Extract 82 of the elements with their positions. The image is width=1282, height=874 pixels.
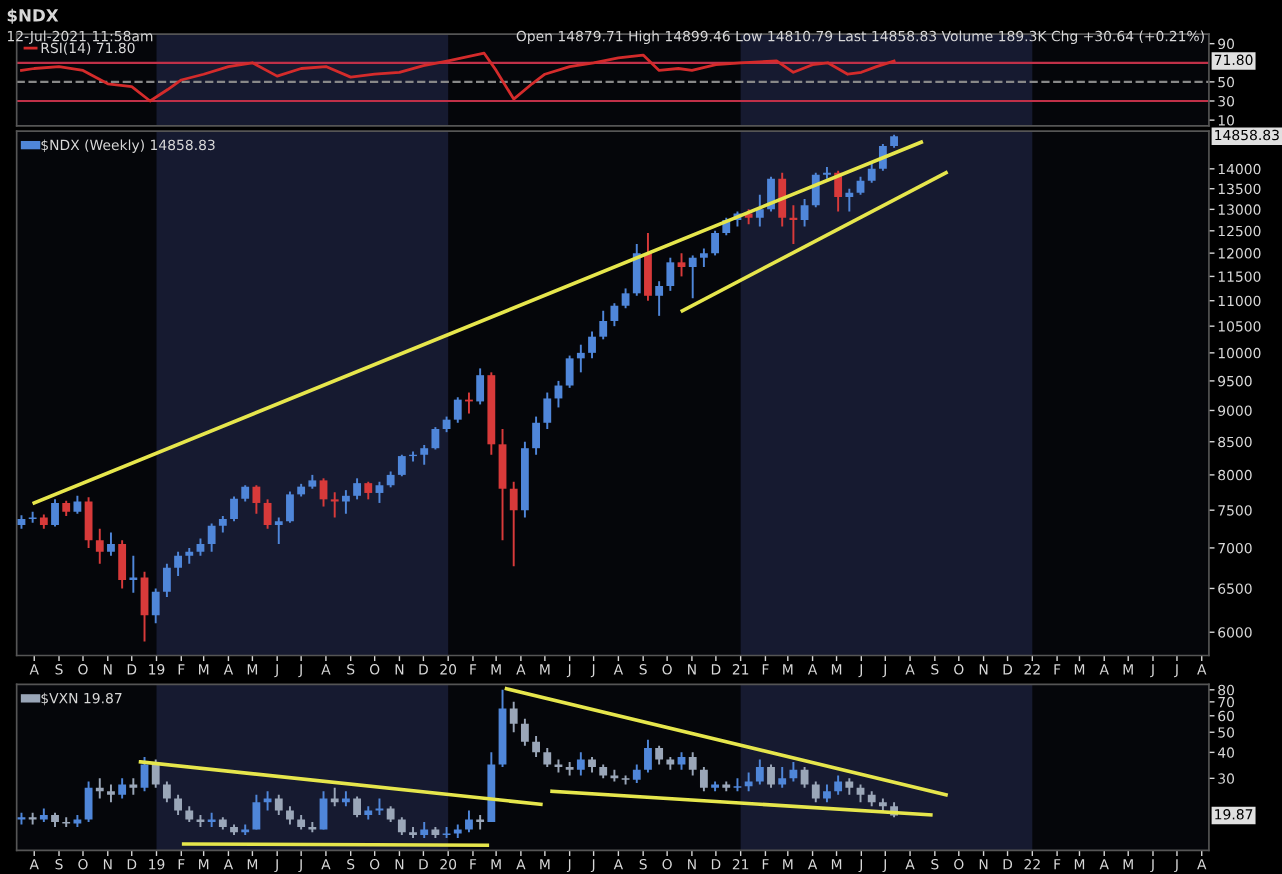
candlestick bbox=[397, 453, 406, 478]
candlestick bbox=[778, 766, 787, 789]
candlestick bbox=[632, 763, 641, 784]
candlestick bbox=[644, 232, 652, 302]
candlestick bbox=[588, 330, 596, 360]
candlestick bbox=[699, 766, 708, 793]
candlestick bbox=[532, 415, 540, 456]
candlestick bbox=[576, 343, 585, 374]
candlestick bbox=[744, 771, 753, 793]
candlestick bbox=[162, 780, 171, 804]
candlestick bbox=[711, 229, 719, 257]
candlestick bbox=[84, 780, 93, 823]
candlestick bbox=[543, 747, 552, 769]
candlestick bbox=[174, 793, 182, 816]
candlestick bbox=[834, 774, 843, 796]
candlestick bbox=[755, 758, 764, 786]
candlestick bbox=[755, 193, 764, 228]
candlestick bbox=[118, 777, 127, 800]
candlestick bbox=[543, 391, 552, 430]
candlestick bbox=[118, 539, 127, 590]
candlestick bbox=[688, 751, 697, 777]
candlestick bbox=[263, 790, 272, 812]
chart-title: $NDX bbox=[7, 8, 59, 24]
candlestick bbox=[353, 477, 361, 501]
candlestick bbox=[263, 498, 272, 530]
candlestick bbox=[51, 498, 59, 528]
candlestick bbox=[274, 516, 283, 545]
candlestick bbox=[73, 494, 82, 515]
candlestick bbox=[677, 252, 686, 278]
candlestick bbox=[699, 247, 708, 268]
candlestick bbox=[84, 496, 93, 549]
candlestick bbox=[666, 256, 675, 292]
candlestick bbox=[800, 766, 809, 789]
candlestick bbox=[845, 187, 854, 213]
candlestick bbox=[576, 751, 585, 777]
candlestick bbox=[688, 254, 697, 300]
candlestick bbox=[174, 550, 182, 577]
candlestick bbox=[274, 793, 283, 816]
candlestick bbox=[778, 171, 787, 228]
candlestick bbox=[632, 243, 641, 297]
candlestick bbox=[509, 480, 518, 568]
candlestick bbox=[599, 309, 608, 341]
candlestick bbox=[520, 717, 529, 747]
candlestick bbox=[252, 484, 261, 515]
candlestick bbox=[453, 396, 462, 424]
candlestick bbox=[532, 734, 540, 758]
candlestick bbox=[644, 738, 652, 774]
candlestick bbox=[621, 287, 630, 310]
candlestick bbox=[319, 790, 328, 831]
candlestick bbox=[420, 443, 429, 466]
candlestick bbox=[162, 562, 171, 598]
candlestick bbox=[330, 491, 339, 519]
candlestick bbox=[610, 302, 619, 328]
candlestick bbox=[867, 162, 876, 184]
candlestick bbox=[789, 760, 798, 783]
candlestick bbox=[476, 367, 485, 406]
candlestick bbox=[465, 809, 473, 834]
candlestick bbox=[800, 197, 809, 228]
candlestick bbox=[230, 495, 238, 523]
candlestick bbox=[330, 786, 339, 808]
candlestick bbox=[353, 795, 361, 819]
candlestick bbox=[375, 480, 384, 504]
candlestick bbox=[107, 531, 115, 557]
candlestick bbox=[252, 793, 261, 831]
candlestick bbox=[509, 700, 518, 734]
candlestick bbox=[140, 756, 149, 793]
candlestick bbox=[286, 805, 294, 826]
line-series bbox=[20, 51, 896, 103]
candlestick bbox=[655, 744, 664, 766]
candlestick bbox=[789, 204, 798, 246]
candlestick bbox=[286, 490, 294, 524]
candlestick bbox=[655, 280, 664, 317]
candlestick bbox=[95, 527, 104, 565]
candlestick bbox=[341, 489, 350, 515]
candlestick bbox=[431, 426, 440, 451]
candlestick bbox=[151, 758, 160, 789]
candlestick bbox=[565, 354, 574, 389]
candlestick bbox=[151, 587, 160, 625]
candlestick bbox=[207, 522, 216, 553]
candlestick bbox=[811, 780, 820, 804]
candlestick bbox=[767, 763, 775, 789]
candlestick bbox=[498, 428, 507, 542]
